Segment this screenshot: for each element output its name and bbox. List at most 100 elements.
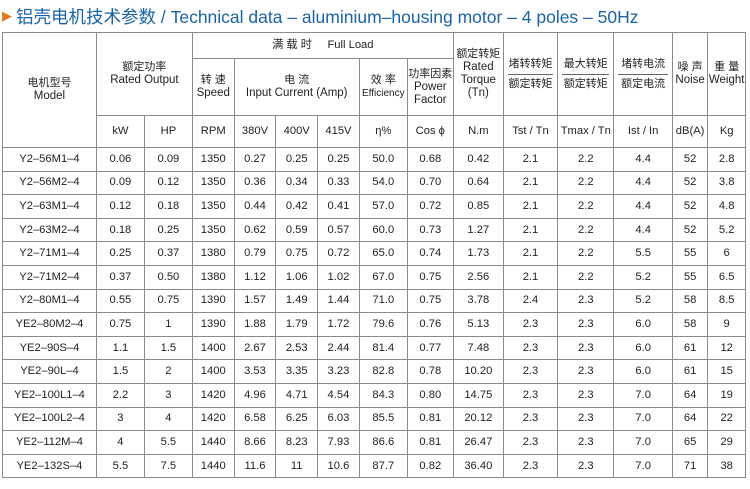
header-noise: 噪 声 Noise	[671, 32, 709, 116]
value-cell: 3.8	[707, 170, 746, 196]
value-cell: 2.1	[502, 147, 559, 172]
unit-cell: 380V	[233, 115, 277, 148]
value-cell: 3.23	[317, 359, 360, 384]
value-cell: 2.1	[502, 264, 559, 290]
value-cell: 79.6	[358, 312, 408, 337]
value-cell: 0.75	[406, 288, 454, 314]
table-row: Y2–56M2–4 0.09 0.12 1350 0.36 0.34 0.33 54.0 0.7…	[2, 170, 746, 196]
value-cell: 6.0	[613, 312, 673, 337]
value-cell: 0.37	[143, 241, 193, 266]
value-cell: 2.2	[95, 382, 145, 408]
header-locked-current: 堵转电流 额定电流	[613, 32, 673, 116]
value-cell: 0.75	[143, 288, 193, 314]
value-cell: 52	[671, 217, 709, 243]
value-cell: 0.18	[143, 194, 193, 219]
page-title: 铝壳电机技术参数 / Technical data – aluminium–ho…	[16, 6, 639, 27]
value-cell: 52	[671, 147, 709, 172]
value-cell: 85.5	[358, 406, 408, 432]
value-cell: 1.79	[275, 312, 319, 337]
motor-spec-table: 电机型号 Model 额定功率 Rated Output 满 载 时 Full …	[2, 32, 746, 479]
value-cell: 3.78	[452, 288, 504, 314]
value-cell: 1.88	[233, 312, 277, 337]
value-cell: 0.80	[406, 382, 454, 408]
value-cell: 2.8	[707, 147, 746, 172]
value-cell: 5.5	[143, 430, 193, 455]
value-cell: 5.13	[452, 312, 504, 337]
value-cell: 7.0	[613, 430, 673, 455]
value-cell: 84.3	[358, 382, 408, 408]
value-cell: 61	[671, 335, 709, 361]
unit-cell: dB(A)	[671, 115, 709, 148]
value-cell: 0.42	[275, 194, 319, 219]
value-cell: 0.70	[406, 170, 454, 196]
value-cell: 2.3	[502, 335, 559, 361]
value-cell: 1350	[191, 217, 235, 243]
value-cell: 1.5	[95, 359, 145, 384]
value-cell: 2.4	[502, 288, 559, 314]
value-cell: 11	[275, 453, 319, 479]
value-cell: 10.20	[452, 359, 504, 384]
value-cell: 5.2	[707, 217, 746, 243]
value-cell: 22	[707, 406, 746, 432]
value-cell: 52	[671, 170, 709, 196]
model-cell: Y2–71M1–4	[2, 241, 97, 266]
value-cell: 5.2	[613, 264, 673, 290]
value-cell: 2.44	[317, 335, 360, 361]
value-cell: 4.54	[317, 382, 360, 408]
value-cell: 0.81	[406, 406, 454, 432]
value-cell: 64	[671, 406, 709, 432]
value-cell: 0.41	[317, 194, 360, 219]
header-weight: 重 量 Weight	[707, 32, 746, 116]
value-cell: 4	[95, 430, 145, 455]
value-cell: 1.49	[275, 288, 319, 314]
page-title-bar: ▶ 铝壳电机技术参数 / Technical data – aluminium–…	[0, 0, 750, 32]
unit-cell: RPM	[191, 115, 235, 148]
value-cell: 71.0	[358, 288, 408, 314]
value-cell: 65.0	[358, 241, 408, 266]
value-cell: 1.12	[233, 264, 277, 290]
model-cell: Y2–63M1–4	[2, 194, 97, 219]
value-cell: 2.3	[557, 288, 615, 314]
value-cell: 2.1	[502, 194, 559, 219]
unit-cell: Kg	[707, 115, 746, 148]
value-cell: 3.53	[233, 359, 277, 384]
value-cell: 2	[143, 359, 193, 384]
value-cell: 9	[707, 312, 746, 337]
value-cell: 0.85	[452, 194, 504, 219]
value-cell: 1350	[191, 147, 235, 172]
triangle-bullet-icon: ▶	[2, 8, 12, 23]
value-cell: 0.62	[233, 217, 277, 243]
value-cell: 2.67	[233, 335, 277, 361]
value-cell: 4	[143, 406, 193, 432]
value-cell: 2.2	[557, 194, 615, 219]
value-cell: 0.09	[95, 170, 145, 196]
model-cell: YE2–80M2–4	[2, 312, 97, 337]
value-cell: 2.53	[275, 335, 319, 361]
value-cell: 4.4	[613, 170, 673, 196]
value-cell: 29	[707, 430, 746, 455]
table-row: Y2–56M1–4 0.06 0.09 1350 0.27 0.25 0.25 50.0 0.6…	[2, 147, 746, 172]
unit-cell: Tst / Tn	[502, 115, 559, 148]
value-cell: 0.25	[317, 147, 360, 172]
value-cell: 1.5	[143, 335, 193, 361]
value-cell: 0.75	[95, 312, 145, 337]
value-cell: 12	[707, 335, 746, 361]
value-cell: 0.75	[275, 241, 319, 266]
value-cell: 0.34	[275, 170, 319, 196]
value-cell: 0.36	[233, 170, 277, 196]
value-cell: 4.4	[613, 217, 673, 243]
value-cell: 1.44	[317, 288, 360, 314]
value-cell: 1390	[191, 288, 235, 314]
unit-cell: kW	[95, 115, 145, 148]
value-cell: 67.0	[358, 264, 408, 290]
value-cell: 0.64	[452, 170, 504, 196]
value-cell: 2.3	[502, 359, 559, 384]
value-cell: 2.56	[452, 264, 504, 290]
table-body: Y2–56M1–4 0.06 0.09 1350 0.27 0.25 0.25 50.0 0.6…	[2, 147, 746, 479]
value-cell: 1.27	[452, 217, 504, 243]
value-cell: 3	[95, 406, 145, 432]
header-rated-torque: 额定转矩 Rated Torque (Tn)	[452, 32, 504, 116]
value-cell: 1380	[191, 241, 235, 266]
header-speed: 转 速 Speed	[191, 58, 235, 116]
value-cell: 0.75	[406, 264, 454, 290]
